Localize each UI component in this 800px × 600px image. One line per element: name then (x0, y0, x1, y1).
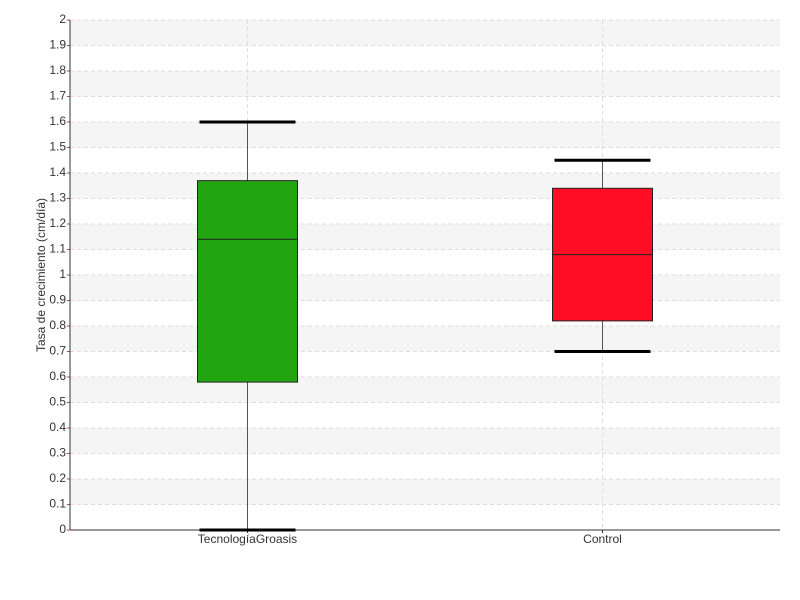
grid-band (70, 173, 780, 199)
x-tick-label: Control (583, 532, 622, 546)
grid-band (70, 326, 780, 352)
y-axis-label: Tasa de crecimiento (cm/día) (34, 198, 48, 352)
grid-band (70, 377, 780, 403)
y-tick-label: 0.3 (49, 446, 66, 460)
y-tick-label: 1 (59, 267, 66, 281)
y-tick-label: 1.4 (49, 165, 66, 179)
y-tick-label: 1.7 (49, 89, 66, 103)
grid-band (70, 224, 780, 250)
y-tick-label: 0.2 (49, 471, 66, 485)
y-tick-label: 0.9 (49, 293, 66, 307)
y-tick-label: 1.9 (49, 38, 66, 52)
grid-band (70, 479, 780, 505)
y-tick-label: 0 (59, 522, 66, 536)
y-tick-label: 1.5 (49, 140, 66, 154)
grid-band (70, 275, 780, 301)
y-tick-label: 1.1 (49, 242, 66, 256)
y-tick-label: 1.3 (49, 191, 66, 205)
y-tick-label: 0.6 (49, 369, 66, 383)
grid-band (70, 71, 780, 97)
y-tick-label: 0.1 (49, 497, 66, 511)
y-tick-label: 1.6 (49, 114, 66, 128)
y-tick-label: 0.7 (49, 344, 66, 358)
y-tick-label: 2 (59, 12, 66, 26)
y-tick-label: 1.8 (49, 63, 66, 77)
y-tick-label: 0.8 (49, 318, 66, 332)
grid-band (70, 122, 780, 148)
y-tick-label: 1.2 (49, 216, 66, 230)
x-tick-label: TecnologíaGroasis (198, 532, 297, 546)
grid-band (70, 428, 780, 454)
y-tick-label: 0.4 (49, 420, 66, 434)
grid-band (70, 20, 780, 46)
y-tick-label: 0.5 (49, 395, 66, 409)
box (197, 180, 298, 383)
